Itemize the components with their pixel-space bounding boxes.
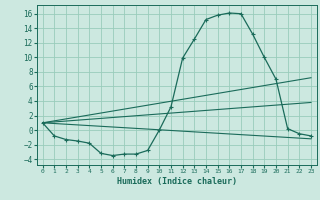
X-axis label: Humidex (Indice chaleur): Humidex (Indice chaleur) — [117, 177, 237, 186]
